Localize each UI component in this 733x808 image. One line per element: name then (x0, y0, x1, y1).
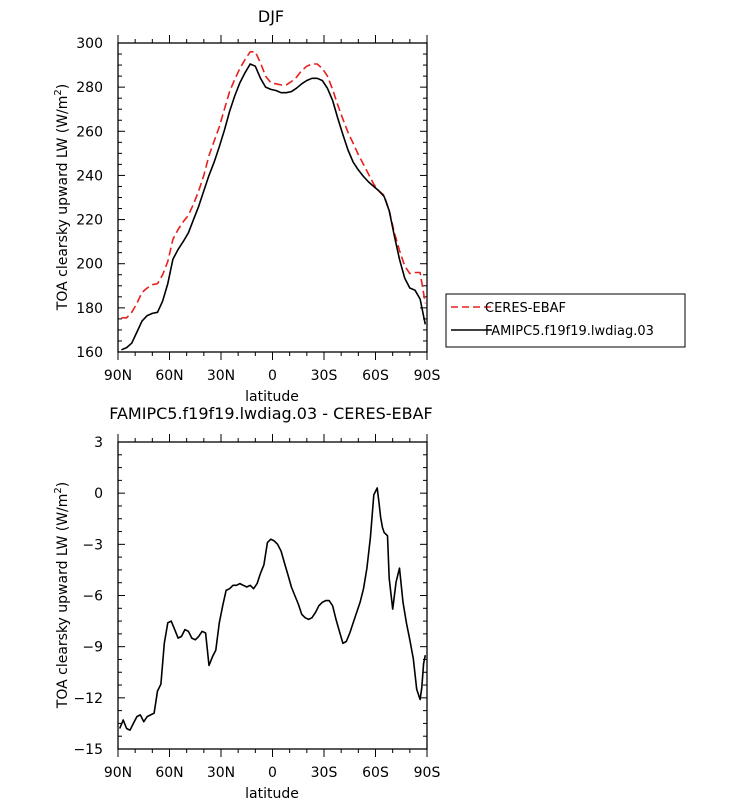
x-tick-label: 90N (104, 368, 132, 384)
y-tick-label: 160 (76, 345, 103, 361)
y-axis-label-end: ) (55, 482, 71, 487)
y-tick-label: −6 (82, 589, 103, 605)
legend-label-famipc5: FAMIPC5.f19f19.lwdiag.03 (485, 324, 654, 339)
x-axis-label: latitude (245, 389, 299, 405)
y-tick-label: 240 (76, 168, 103, 184)
y-axis-label-main: TOA clearsky upward LW (W/m (55, 494, 71, 710)
x-tick-label: 60S (362, 765, 389, 781)
y-axis: 160 180 200 220 240 260 280 300 (76, 36, 427, 361)
y-tick-label: 220 (76, 213, 103, 229)
x-tick-label: 30N (207, 368, 235, 384)
x-tick-label: 60N (155, 368, 183, 384)
legend-box (445, 293, 686, 348)
x-tick-label: 0 (268, 368, 277, 384)
series-line-0 (121, 50, 427, 319)
y-tick-label: 280 (76, 80, 103, 96)
chart-djf: DJF 160 180 200 220 240 260 280 300 90N 60N 30N 0 3… (53, 7, 686, 405)
y-tick-label: −3 (82, 537, 103, 553)
legend-label-ceres: CERES-EBAF (485, 301, 566, 316)
x-tick-label: 30N (207, 765, 235, 781)
chart-title: FAMIPC5.f19f19.lwdiag.03 - CERES-EBAF (109, 404, 433, 423)
x-tick-label: 90S (414, 765, 441, 781)
x-tick-label: 0 (268, 765, 277, 781)
chart-title: DJF (258, 7, 284, 26)
y-axis-label-sup: 2 (53, 487, 64, 493)
x-axis-label: latitude (245, 786, 299, 802)
series-lines (118, 487, 427, 732)
y-tick-label: 200 (76, 257, 103, 273)
series-line-0 (118, 487, 427, 732)
y-tick-label: −15 (73, 742, 103, 758)
series-line-1 (121, 63, 427, 351)
x-tick-label: 30S (311, 368, 338, 384)
y-axis-label-end: ) (55, 84, 71, 89)
y-tick-label: 180 (76, 301, 103, 317)
x-axis: 90N 60N 30N 0 30S 60S 90S (104, 35, 441, 384)
y-axis-label-sup: 2 (53, 89, 64, 95)
x-tick-label: 60N (155, 765, 183, 781)
x-axis: 90N 60N 30N 0 30S 60S 90S (104, 434, 441, 781)
x-tick-label: 60S (362, 368, 389, 384)
y-axis-label-main: TOA clearsky upward LW (W/m (55, 96, 71, 312)
x-tick-label: 90N (104, 765, 132, 781)
x-tick-label: 90S (414, 368, 441, 384)
series-lines (121, 50, 427, 351)
y-tick-label: −9 (82, 640, 103, 656)
y-tick-label: 260 (76, 124, 103, 140)
plot-frame (117, 441, 428, 750)
y-tick-label: −12 (73, 691, 103, 707)
legend: CERES-EBAF FAMIPC5.f19f19.lwdiag.03 (445, 293, 686, 348)
chart-difference: FAMIPC5.f19f19.lwdiag.03 - CERES-EBAF −1… (53, 404, 440, 802)
y-axis-label: TOA clearsky upward LW (W/m2) (53, 482, 71, 709)
y-tick-label: 3 (94, 435, 103, 451)
y-axis: −15 −12 −9 −6 −3 0 3 (73, 435, 427, 758)
y-tick-label: 0 (94, 486, 103, 502)
x-tick-label: 30S (311, 765, 338, 781)
y-tick-label: 300 (76, 36, 103, 52)
y-axis-label: TOA clearsky upward LW (W/m2) (53, 84, 71, 311)
